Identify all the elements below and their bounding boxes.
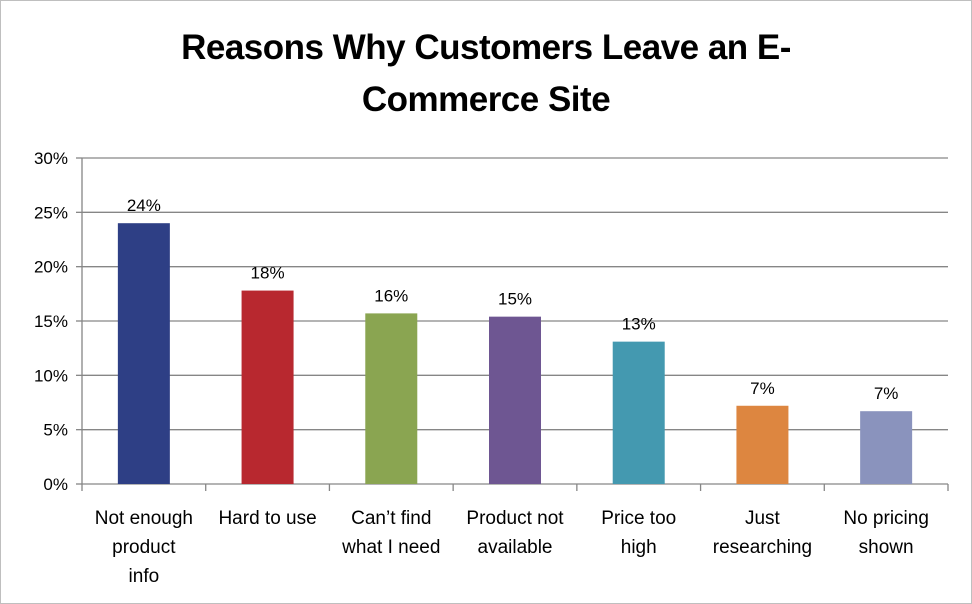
category-label: Hard to use (218, 508, 316, 529)
data-label: 16% (374, 286, 408, 305)
y-tick-label: 25% (34, 203, 68, 222)
category-label-line: high (621, 537, 657, 558)
category-label-line: Product not (466, 508, 564, 529)
chart-title: Reasons Why Customers Leave an E- Commer… (0, 22, 972, 126)
data-label: 7% (750, 379, 775, 398)
category-label-line: Hard to use (218, 508, 316, 529)
bar (117, 223, 170, 484)
category-label: No pricing shown (843, 508, 929, 558)
y-tick-label: 15% (34, 312, 68, 331)
y-tick-label: 10% (34, 366, 68, 385)
bar (860, 411, 913, 484)
category-label: Product not available (466, 508, 564, 558)
category-label: Can’t find what I need (341, 508, 440, 558)
data-label: 15% (498, 290, 532, 309)
bar (489, 316, 541, 484)
data-label: 24% (127, 196, 161, 215)
bar (241, 290, 294, 484)
category-label-line: product (112, 537, 176, 558)
category-label: Not enough product info (95, 508, 193, 587)
chart-title-line-2: Commerce Site (361, 80, 611, 119)
category-label-line: info (129, 566, 160, 587)
category-label: Just researching (713, 508, 812, 558)
category-label-line: available (478, 537, 553, 558)
y-tick-label: 30% (34, 149, 68, 168)
data-label: 7% (874, 384, 899, 403)
category-label-line: No pricing (843, 508, 929, 529)
bar (612, 341, 665, 484)
category-label-line: researching (713, 537, 812, 558)
category-label-line: shown (859, 537, 914, 558)
y-tick-label: 0% (43, 475, 68, 494)
chart-title-line-1: Reasons Why Customers Leave an E- (181, 28, 791, 67)
category-label-line: Can’t find (351, 508, 431, 529)
category-label-line: Just (745, 508, 781, 529)
y-tick-label: 5% (43, 421, 68, 440)
data-label: 13% (622, 315, 656, 334)
category-label-line: what I need (341, 537, 440, 558)
bar (736, 405, 789, 484)
category-label-line: Not enough (95, 508, 193, 529)
data-label: 18% (251, 264, 285, 283)
category-label: Price too high (601, 508, 676, 558)
bar (365, 313, 418, 484)
y-tick-label: 20% (34, 258, 68, 277)
category-label-line: Price too (601, 508, 676, 529)
